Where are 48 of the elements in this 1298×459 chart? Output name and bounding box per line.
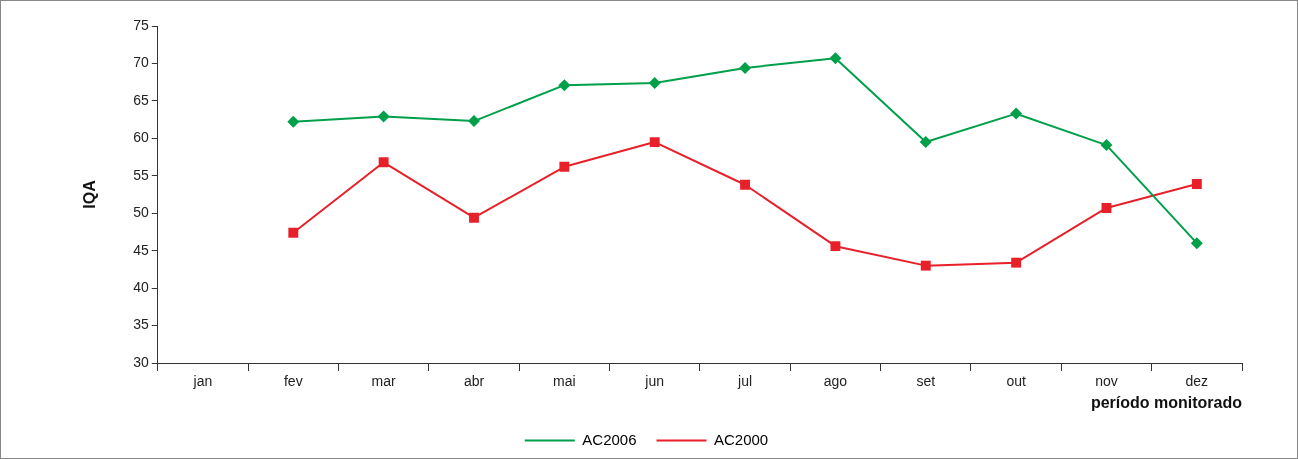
point bbox=[287, 115, 300, 128]
point bbox=[469, 212, 479, 223]
y-tick-label: 55 bbox=[133, 166, 149, 183]
point bbox=[920, 260, 931, 271]
point bbox=[740, 179, 751, 190]
point bbox=[739, 61, 752, 74]
x-tick-label: mar bbox=[371, 373, 397, 390]
point bbox=[378, 157, 389, 168]
point bbox=[1101, 203, 1112, 213]
point bbox=[649, 137, 660, 148]
y-axis-title: IQA bbox=[81, 179, 99, 209]
point bbox=[468, 115, 481, 128]
y-tick-label: 60 bbox=[133, 129, 149, 146]
y-tick-label: 75 bbox=[133, 16, 149, 33]
y-tick-label: 65 bbox=[133, 91, 149, 108]
x-tick-label: fev bbox=[283, 373, 303, 390]
y-tick-label: 45 bbox=[133, 241, 149, 258]
y-tick-label: 70 bbox=[133, 54, 149, 71]
x-tick-label: nov bbox=[1095, 373, 1118, 390]
point bbox=[288, 227, 299, 238]
x-tick-label: jun bbox=[644, 373, 665, 390]
point bbox=[1100, 139, 1113, 152]
point bbox=[919, 136, 932, 149]
point bbox=[558, 79, 571, 92]
point bbox=[1191, 179, 1202, 189]
x-tick-label: out bbox=[1006, 373, 1026, 390]
point bbox=[829, 52, 842, 65]
y-tick-label: 35 bbox=[133, 316, 149, 333]
point bbox=[1010, 107, 1023, 120]
x-tick-label: ago bbox=[823, 373, 848, 390]
point bbox=[377, 110, 390, 123]
point bbox=[830, 241, 841, 252]
x-tick-label: set bbox=[916, 373, 936, 390]
point bbox=[648, 76, 661, 89]
point bbox=[559, 161, 570, 172]
point bbox=[1190, 237, 1203, 250]
legend-label: AC2006 bbox=[582, 430, 637, 448]
x-tick-label: mai bbox=[553, 373, 576, 390]
legend-label: AC2000 bbox=[714, 430, 769, 448]
x-tick-label: abr bbox=[463, 373, 485, 390]
x-tick-label: dez bbox=[1185, 373, 1209, 390]
y-tick-label: 50 bbox=[133, 204, 149, 221]
point bbox=[1011, 257, 1022, 268]
x-axis-title: período monitorado bbox=[1090, 393, 1243, 411]
y-tick-label: 40 bbox=[133, 278, 149, 295]
x-tick-label: jul bbox=[737, 373, 753, 390]
y-tick-label: 30 bbox=[133, 353, 149, 370]
x-tick-label: jan bbox=[192, 373, 213, 390]
